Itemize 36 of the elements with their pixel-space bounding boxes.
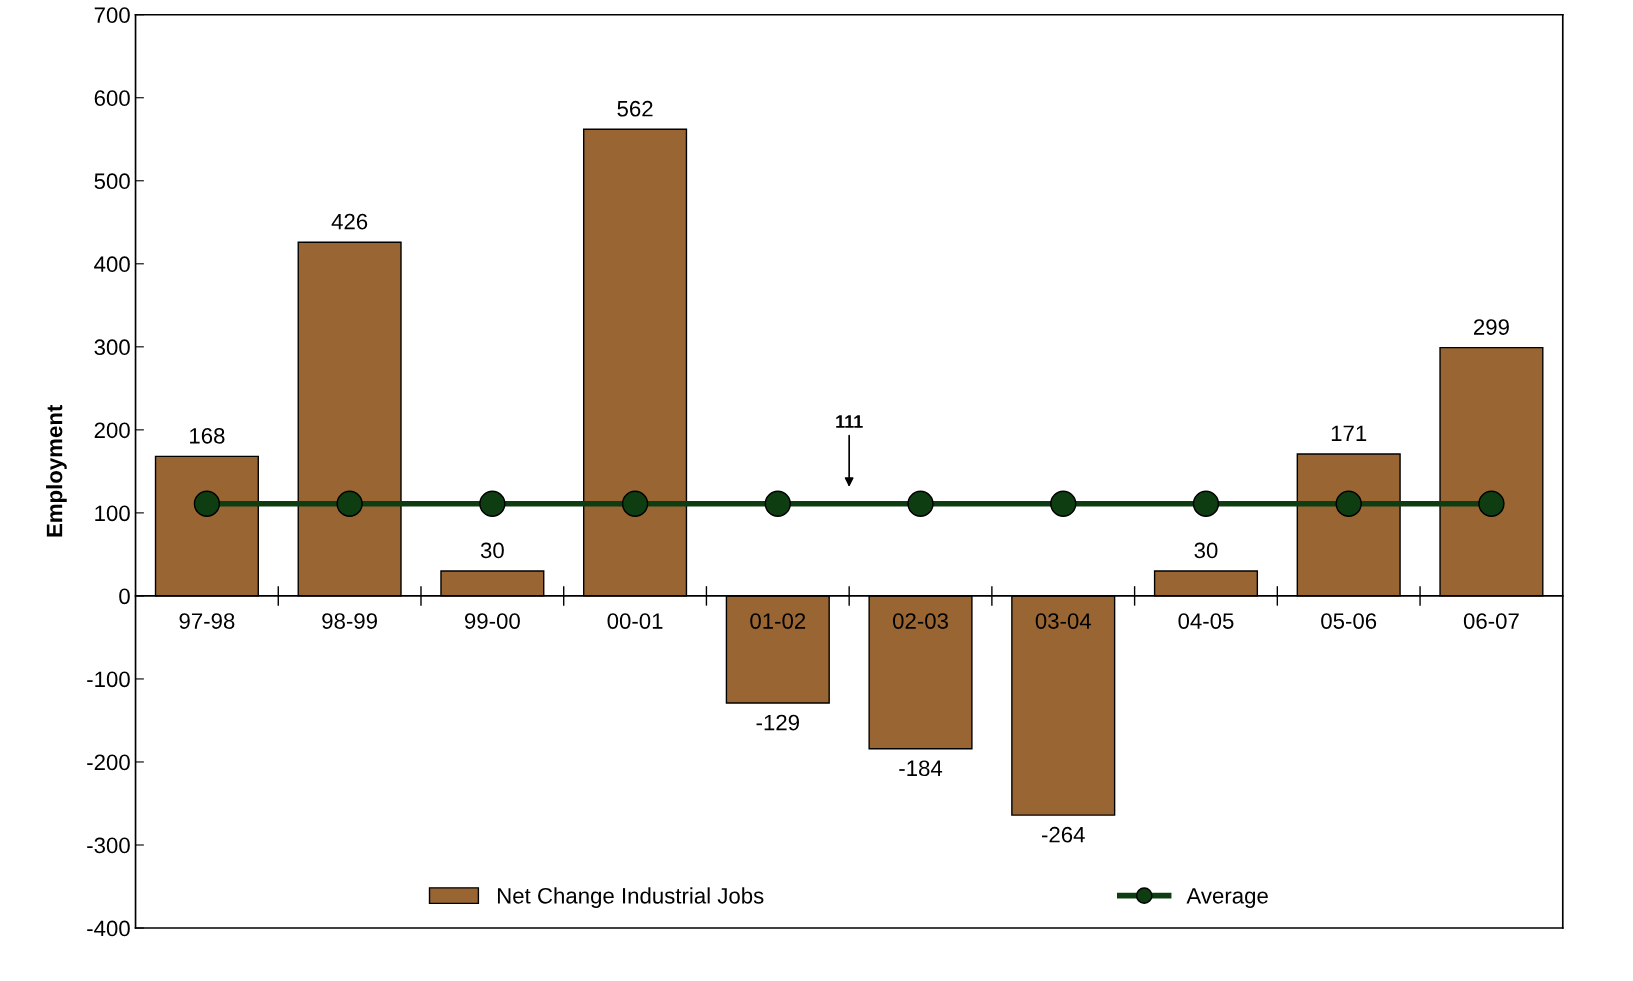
x-tick-label: 00-01 [607,613,663,629]
x-tick-label: 99-00 [464,613,520,629]
x-tick-label: 02-03 [892,613,948,629]
data-label: 30 [1194,542,1218,559]
x-tick-label: 05-06 [1321,613,1377,629]
y-tick-label: -300 [87,837,130,854]
y-axis-title: Employment [46,404,67,537]
data-label: 171 [1331,425,1367,441]
data-label: -184 [899,760,943,777]
x-tick-label: 01-02 [750,613,806,629]
y-tick-label: -400 [87,920,130,937]
data-label: 562 [617,100,653,117]
x-tick-label: 06-07 [1463,613,1519,629]
x-tick-label: 03-04 [1035,613,1092,629]
x-tick-label: 04-05 [1178,613,1234,629]
data-label: 426 [331,213,368,230]
y-tick-label: 500 [94,173,130,190]
data-label: 168 [190,427,225,444]
y-tick-label: 600 [94,90,130,107]
data-label: 30 [480,542,504,559]
legend-label: Average [1186,888,1268,909]
y-tick-label: 400 [94,256,130,273]
data-label: 299 [1474,319,1509,335]
data-label: -264 [1042,826,1085,843]
annotation: 111 [836,415,863,428]
y-tick-label: 0 [119,588,130,605]
legend-label: Net Change Industrial Jobs [498,887,764,909]
y-tick-label: 300 [94,339,130,356]
y-tick-label: 700 [94,7,130,23]
x-tick-label: 97-98 [179,613,235,629]
y-tick-label: -100 [87,671,130,688]
y-tick-label: 100 [95,505,130,522]
x-tick-label: 98-99 [322,613,377,629]
y-tick-label: -200 [87,754,130,771]
data-label: -129 [756,714,799,731]
y-tick-label: 200 [94,422,130,439]
